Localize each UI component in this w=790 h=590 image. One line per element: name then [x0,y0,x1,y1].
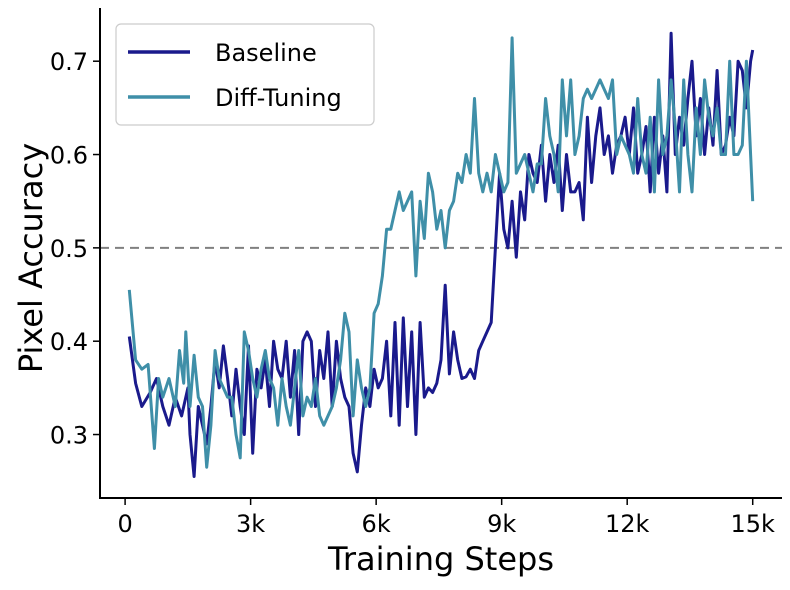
y-axis-ticks: 0.3 0.4 0.5 0.6 0.7 [50,48,100,450]
x-tick-label: 15k [730,510,775,538]
x-tick-label: 3k [236,510,265,538]
x-axis-title: Training Steps [327,540,554,578]
legend: Baseline Diff-Tuning [115,23,375,126]
x-tick-label: 12k [605,510,650,538]
y-tick-label: 0.6 [50,142,88,170]
series-line-diff-tuning [127,36,755,469]
legend-box [115,23,375,126]
series-group [127,31,755,478]
y-tick-label: 0.5 [50,235,88,263]
y-axis-title: Pixel Accuracy [12,143,50,373]
legend-label-diff-tuning: Diff-Tuning [215,84,342,112]
legend-label-baseline: Baseline [215,39,317,67]
x-tick-label: 0 [117,510,132,538]
y-tick-label: 0.3 [50,422,88,450]
y-tick-label: 0.7 [50,48,88,76]
y-tick-label: 0.4 [50,328,88,356]
x-tick-label: 6k [362,510,391,538]
x-axis-ticks: 0 3k 6k 9k 12k 15k [117,498,775,538]
x-tick-label: 9k [487,510,516,538]
